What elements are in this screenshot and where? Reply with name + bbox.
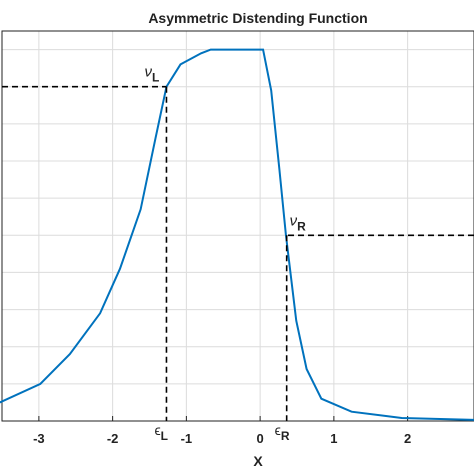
eps-symbol: ϵ xyxy=(275,422,281,438)
nu-label: νR xyxy=(290,212,307,233)
nu-symbol: ν xyxy=(144,64,152,81)
eps-subscript: L xyxy=(161,429,168,443)
plot-frame xyxy=(1,30,474,422)
x-axis-label: X xyxy=(253,453,263,469)
nu-symbol: ν xyxy=(290,212,298,229)
eps-subscript: R xyxy=(281,429,290,443)
x-tick-label: -1 xyxy=(181,431,193,446)
x-tick-label: -3 xyxy=(33,431,45,446)
curve xyxy=(0,48,474,421)
x-tick-label: 1 xyxy=(330,431,337,446)
chart-title: Asymmetric Distending Function xyxy=(148,10,367,26)
nu-subscript: R xyxy=(297,219,306,233)
x-tick-label: 2 xyxy=(404,431,411,446)
eps-label: ϵL xyxy=(154,422,168,443)
eps-label: ϵR xyxy=(275,422,290,443)
x-tick-label: 0 xyxy=(257,431,264,446)
nu-subscript: L xyxy=(152,71,159,85)
x-tick-label: -2 xyxy=(107,431,119,446)
nu-label: νL xyxy=(144,64,159,85)
eps-symbol: ϵ xyxy=(154,422,160,438)
